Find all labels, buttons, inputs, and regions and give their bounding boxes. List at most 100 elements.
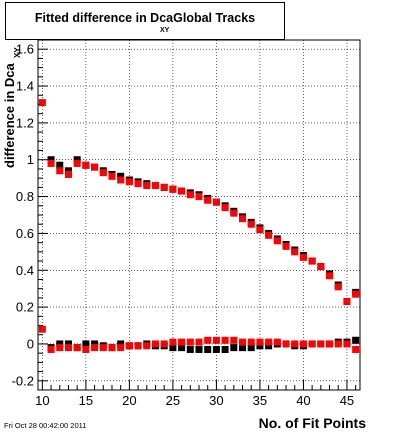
data-point	[273, 338, 281, 346]
data-point	[169, 185, 177, 193]
x-tick-label: 25	[166, 393, 180, 408]
data-point	[160, 340, 168, 348]
data-point	[212, 198, 220, 206]
data-point	[108, 172, 116, 180]
axis-layer: 10 15 20 25 30 35 40 45 -0.2 0 0.2 0.4 0.6 0.8 1 1.2 1.4…	[12, 39, 361, 408]
data-point	[239, 344, 247, 352]
data-point	[82, 340, 90, 348]
data-point	[195, 338, 203, 346]
data-point	[108, 344, 116, 352]
data-point	[221, 345, 229, 353]
data-point	[64, 344, 72, 352]
data-point	[73, 159, 81, 167]
data-point	[239, 215, 247, 223]
data-point	[343, 298, 351, 306]
marker-layer	[38, 99, 360, 353]
y-tick-label: 1.6	[16, 42, 34, 57]
y-tick-label: 0.2	[16, 300, 34, 315]
data-point	[291, 248, 299, 256]
data-point	[186, 345, 194, 353]
data-point	[134, 180, 142, 188]
x-tick-label: 30	[209, 393, 223, 408]
data-point	[151, 182, 159, 190]
data-point	[265, 231, 273, 239]
data-point	[334, 283, 342, 291]
data-point	[125, 342, 133, 350]
data-point	[343, 340, 351, 348]
data-point	[317, 263, 325, 271]
data-point	[204, 196, 212, 204]
data-point	[91, 340, 99, 348]
y-tick-label: 1.4	[16, 79, 34, 94]
x-tick-label: 15	[79, 393, 93, 408]
data-point	[73, 344, 81, 352]
data-point	[352, 290, 360, 298]
data-point	[64, 170, 72, 178]
data-point	[56, 344, 64, 352]
data-point	[169, 338, 177, 346]
data-point	[204, 336, 212, 344]
x-axis-label: No. of Fit Points	[259, 415, 367, 431]
data-point	[317, 340, 325, 348]
x-tick-label: 40	[296, 393, 310, 408]
data-point	[195, 345, 203, 353]
data-point	[334, 340, 342, 348]
data-point	[308, 340, 316, 348]
y-tick-label: -0.2	[12, 373, 34, 388]
data-point	[291, 340, 299, 348]
y-tick-label: 0	[27, 336, 34, 351]
data-point	[178, 187, 186, 195]
data-point	[160, 183, 168, 191]
data-point	[221, 336, 229, 344]
data-point	[212, 336, 220, 344]
grid-layer	[38, 40, 360, 390]
data-point	[247, 344, 255, 352]
data-point	[73, 156, 81, 164]
title-subscript: XY	[160, 27, 170, 34]
data-point	[91, 344, 99, 352]
y-tick-label: 1	[27, 152, 34, 167]
data-point	[91, 163, 99, 171]
data-point	[82, 161, 90, 169]
data-point	[151, 340, 159, 348]
data-point	[230, 209, 238, 217]
data-point	[99, 344, 107, 352]
x-tick-label: 20	[122, 393, 136, 408]
data-point	[273, 237, 281, 245]
data-point	[47, 159, 55, 167]
y-tick-label: 1.2	[16, 115, 34, 130]
data-point	[326, 340, 334, 348]
data-point	[143, 342, 151, 350]
y-tick-label: 0.6	[16, 226, 34, 241]
y-tick-label: 0.4	[16, 263, 34, 278]
data-point	[47, 345, 55, 353]
data-point	[117, 344, 125, 352]
data-point	[256, 226, 264, 234]
data-point	[195, 193, 203, 201]
data-point	[247, 338, 255, 346]
data-point	[38, 325, 46, 333]
data-point	[308, 257, 316, 265]
data-point	[186, 338, 194, 346]
y-axis-label: difference in Dca	[2, 62, 17, 168]
data-point	[326, 272, 334, 280]
data-point	[169, 344, 177, 352]
data-point	[265, 338, 273, 346]
data-point	[64, 340, 72, 348]
data-point	[230, 344, 238, 352]
data-point	[82, 345, 90, 353]
y-tick-label: 0.8	[16, 189, 34, 204]
data-point	[178, 338, 186, 346]
data-point	[38, 99, 46, 107]
data-point	[282, 340, 290, 348]
plot-frame	[37, 39, 361, 391]
data-point	[117, 176, 125, 184]
data-point	[117, 172, 125, 180]
data-point	[265, 342, 273, 350]
data-point	[256, 342, 264, 350]
data-point	[64, 167, 72, 175]
data-point	[352, 345, 360, 353]
data-point	[56, 340, 64, 348]
chart-title-box: Fitted difference in DcaGlobal Tracks XY	[5, 2, 285, 40]
